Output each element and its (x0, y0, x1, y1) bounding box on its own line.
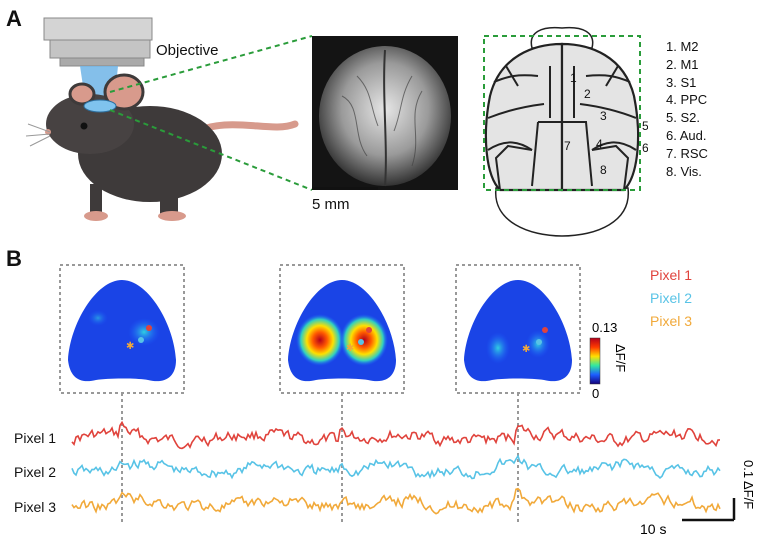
atlas-number-8: 8 (600, 163, 607, 177)
svg-text:✱: ✱ (522, 344, 530, 355)
region-item: 2. M1 (666, 56, 699, 72)
mouse-paw-back (158, 211, 186, 221)
image-scale-bar (312, 187, 378, 190)
region-item: 3. S1 (666, 74, 697, 90)
image-scale-label: 5 mm (312, 196, 350, 213)
left-hemisphere (484, 42, 564, 192)
amplitude-scale-label: 0.1 ΔF/F (741, 460, 756, 509)
region-legend: 1. M2 2. M1 3. S1 4. PPC 5. S2. 6. Aud. … (666, 38, 708, 180)
activity-map-1 (68, 280, 176, 382)
cranial-window (83, 99, 117, 113)
atlas-number-4: 4 (596, 137, 603, 151)
widefield-brain-image (312, 36, 458, 190)
trace-2 (71, 454, 721, 480)
mouse-leg-front (90, 184, 102, 214)
atlas-number-7: 7 (564, 139, 571, 153)
region-boundaries (487, 44, 637, 191)
trace-label-1: Pixel 1 (14, 430, 57, 446)
panel-b-letter: B (6, 246, 22, 271)
atlas-number-6: 6 (642, 141, 648, 155)
zoom-line-bottom (109, 109, 313, 191)
mouse-whiskers (25, 123, 51, 147)
colorbar-min: 0 (592, 386, 599, 401)
trace-3 (71, 487, 721, 515)
region-item: 1. M2 (666, 39, 699, 54)
atlas-number-5: 5 (642, 119, 648, 133)
legend-pixel-3: Pixel 3 (650, 313, 693, 329)
right-hemisphere (560, 42, 640, 192)
mouse-leg-back (160, 186, 178, 214)
region-item: 7. RSC (666, 145, 708, 161)
zoom-line-top (109, 35, 313, 93)
atlas-number-2: 2 (584, 87, 591, 101)
mouse-paw-front (84, 211, 108, 221)
mouse-eye (80, 122, 88, 130)
atlas-number-1: 1 (570, 71, 577, 85)
pixel-legend: Pixel 1 Pixel 2 Pixel 3 (650, 264, 692, 333)
panel-a-letter: A (6, 6, 22, 31)
trace-1 (71, 420, 721, 450)
objective-label: Objective (156, 42, 219, 59)
mouse-microscope-illustration (25, 17, 299, 221)
legend-pixel-1: Pixel 1 (650, 267, 693, 283)
cerebellum (495, 187, 629, 237)
colorbar-max: 0.13 (592, 320, 617, 335)
svg-text:✱: ✱ (126, 341, 134, 352)
mouse-ear-left (68, 82, 96, 106)
brain-atlas: 1 2 3 4 5 6 7 8 (483, 26, 648, 237)
svg-text:✱: ✱ (346, 343, 354, 354)
trace-label-2: Pixel 2 (14, 464, 57, 480)
fluorescence-traces (71, 420, 721, 515)
trace-label-3: Pixel 3 (14, 499, 57, 515)
region-item: 8. Vis. (666, 163, 702, 179)
legend-pixel-2: Pixel 2 (650, 290, 693, 306)
colorbar-label: ΔF/F (613, 344, 628, 372)
zoom-lines (109, 35, 313, 191)
time-scale-label: 10 s (640, 521, 666, 537)
region-item: 6. Aud. (666, 127, 707, 143)
imaging-field-outline (483, 35, 641, 191)
region-item: 5. S2. (666, 110, 700, 126)
atlas-number-3: 3 (600, 109, 607, 123)
region-item: 4. PPC (666, 92, 708, 108)
colorbar (589, 337, 601, 385)
panel-b-graphics: ✱ ✱ ✱ 0.13 0 ΔF/F 10 s 0.1 ΔF/F (59, 264, 756, 537)
mouse-ear-right (103, 73, 145, 111)
